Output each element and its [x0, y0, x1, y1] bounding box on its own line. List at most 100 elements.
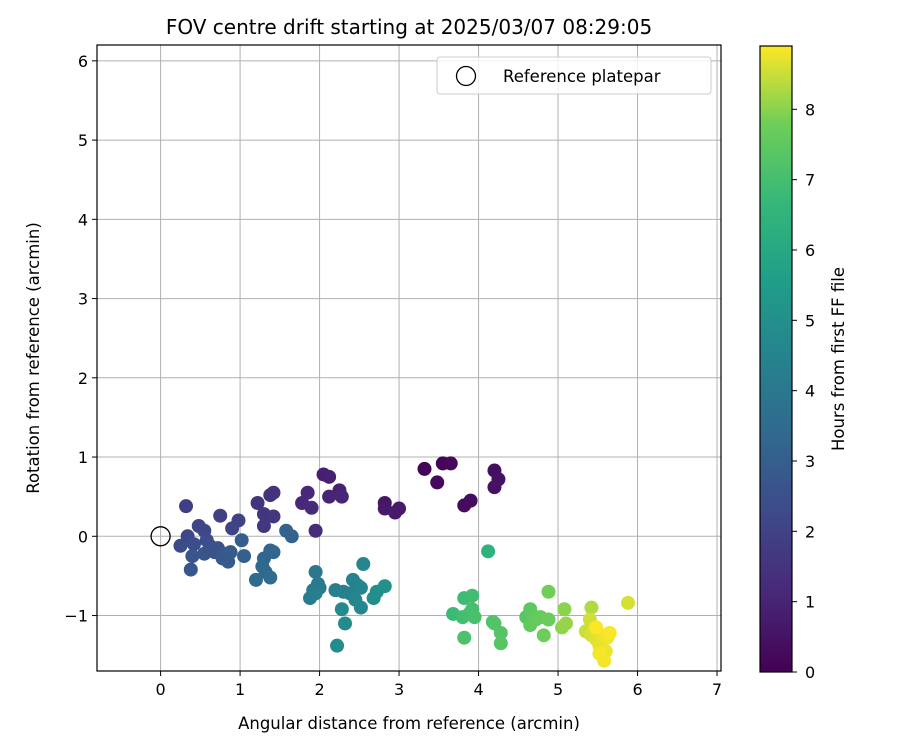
x-tick-label: 1 [235, 680, 245, 699]
grid [97, 45, 721, 671]
data-point [330, 638, 345, 653]
colorbar-tick-label: 8 [805, 100, 815, 119]
data-point [300, 485, 315, 500]
data-point [493, 636, 508, 651]
y-axis-ticks: −1 0 1 2 3 4 5 6 [64, 52, 97, 626]
legend-box [436, 56, 712, 95]
x-tick-label: 7 [712, 680, 722, 699]
plot-frame [96, 44, 722, 672]
data-point [541, 612, 556, 627]
colorbar-ticks: 0 1 2 3 4 5 6 7 8 [792, 100, 815, 682]
data-point [465, 588, 480, 603]
data-point [443, 456, 458, 471]
data-point [417, 461, 432, 476]
data-point [256, 518, 271, 533]
data-point [620, 595, 635, 610]
x-tick-label: 0 [155, 680, 165, 699]
legend: Reference platepar [436, 56, 712, 95]
data-point [248, 572, 263, 587]
colorbar-tick-label: 3 [805, 452, 815, 471]
data-point [322, 489, 337, 504]
data-point [602, 625, 617, 640]
data-point [173, 538, 188, 553]
data-point [353, 580, 368, 595]
data-point [457, 630, 472, 645]
y-tick-label: 4 [78, 210, 88, 229]
data-point [179, 499, 194, 514]
colorbar-tick-label: 7 [805, 171, 815, 190]
data-point [481, 544, 496, 559]
data-point [487, 480, 502, 495]
data-point [304, 500, 319, 515]
x-tick-label: 2 [314, 680, 324, 699]
data-point [334, 602, 349, 617]
data-point [356, 557, 371, 572]
data-point [353, 600, 368, 615]
data-point [463, 493, 478, 508]
legend-label-reference: Reference platepar [503, 67, 661, 86]
data-point [589, 620, 604, 635]
legend-marker-reference [455, 65, 477, 87]
data-point [493, 625, 508, 640]
colorbar-gradient [759, 45, 793, 673]
data-point [592, 646, 607, 661]
x-tick-label: 4 [473, 680, 483, 699]
data-point [338, 616, 353, 631]
data-point [377, 579, 392, 594]
data-point [197, 546, 212, 561]
colorbar-tick-label: 0 [805, 663, 815, 682]
data-point [584, 600, 599, 615]
data-point [308, 586, 323, 601]
reference-platepar-marker [150, 526, 171, 547]
data-point [183, 562, 198, 577]
colorbar-tick-label: 6 [805, 241, 815, 260]
data-point [250, 496, 265, 511]
colorbar-tick-label: 1 [805, 593, 815, 612]
data-point [225, 521, 240, 536]
data-point [558, 616, 573, 631]
x-tick-label: 3 [394, 680, 404, 699]
data-point [266, 509, 281, 524]
data-point [430, 475, 445, 490]
colorbar-label: Hours from first FF file [829, 267, 848, 451]
data-point [467, 610, 482, 625]
data-point [322, 469, 337, 484]
y-tick-label: −1 [64, 607, 88, 626]
colorbar-tick-label: 5 [805, 311, 815, 330]
data-markers [150, 456, 635, 668]
y-tick-label: 5 [78, 131, 88, 150]
data-point [308, 564, 323, 579]
data-point [186, 537, 201, 552]
data-point [237, 549, 252, 564]
plot-frame-bg [97, 45, 721, 671]
data-point [284, 529, 299, 544]
colorbar-tick-label: 2 [805, 522, 815, 541]
y-tick-label: 6 [78, 52, 88, 71]
y-tick-label: 0 [78, 527, 88, 546]
data-point [263, 570, 278, 585]
y-axis-label: Rotation from reference (arcmin) [24, 222, 43, 494]
y-tick-label: 1 [78, 448, 88, 467]
x-axis-ticks: 0 1 2 3 4 5 6 7 [155, 671, 722, 699]
colorbar-tick-label: 4 [805, 382, 815, 401]
data-point [557, 602, 572, 617]
x-axis-label: Angular distance from reference (arcmin) [238, 714, 580, 733]
data-point [213, 508, 228, 523]
y-tick-label: 2 [78, 369, 88, 388]
y-tick-label: 3 [78, 290, 88, 309]
data-point [263, 488, 278, 503]
data-point [223, 545, 238, 560]
colorbar: 0 1 2 3 4 5 6 7 8 Hours from first FF file [759, 45, 848, 682]
chart-title: FOV centre drift starting at 2025/03/07 … [166, 15, 652, 39]
plot-area: 0 1 2 3 4 5 6 7 −1 0 1 2 3 4 5 6 [64, 44, 722, 699]
x-tick-label: 6 [632, 680, 642, 699]
data-point [536, 628, 551, 643]
data-point [308, 523, 323, 538]
data-point [334, 489, 349, 504]
data-point [185, 549, 200, 564]
x-tick-label: 5 [553, 680, 563, 699]
data-point [388, 505, 403, 520]
data-point [541, 584, 556, 599]
data-point [234, 533, 249, 548]
